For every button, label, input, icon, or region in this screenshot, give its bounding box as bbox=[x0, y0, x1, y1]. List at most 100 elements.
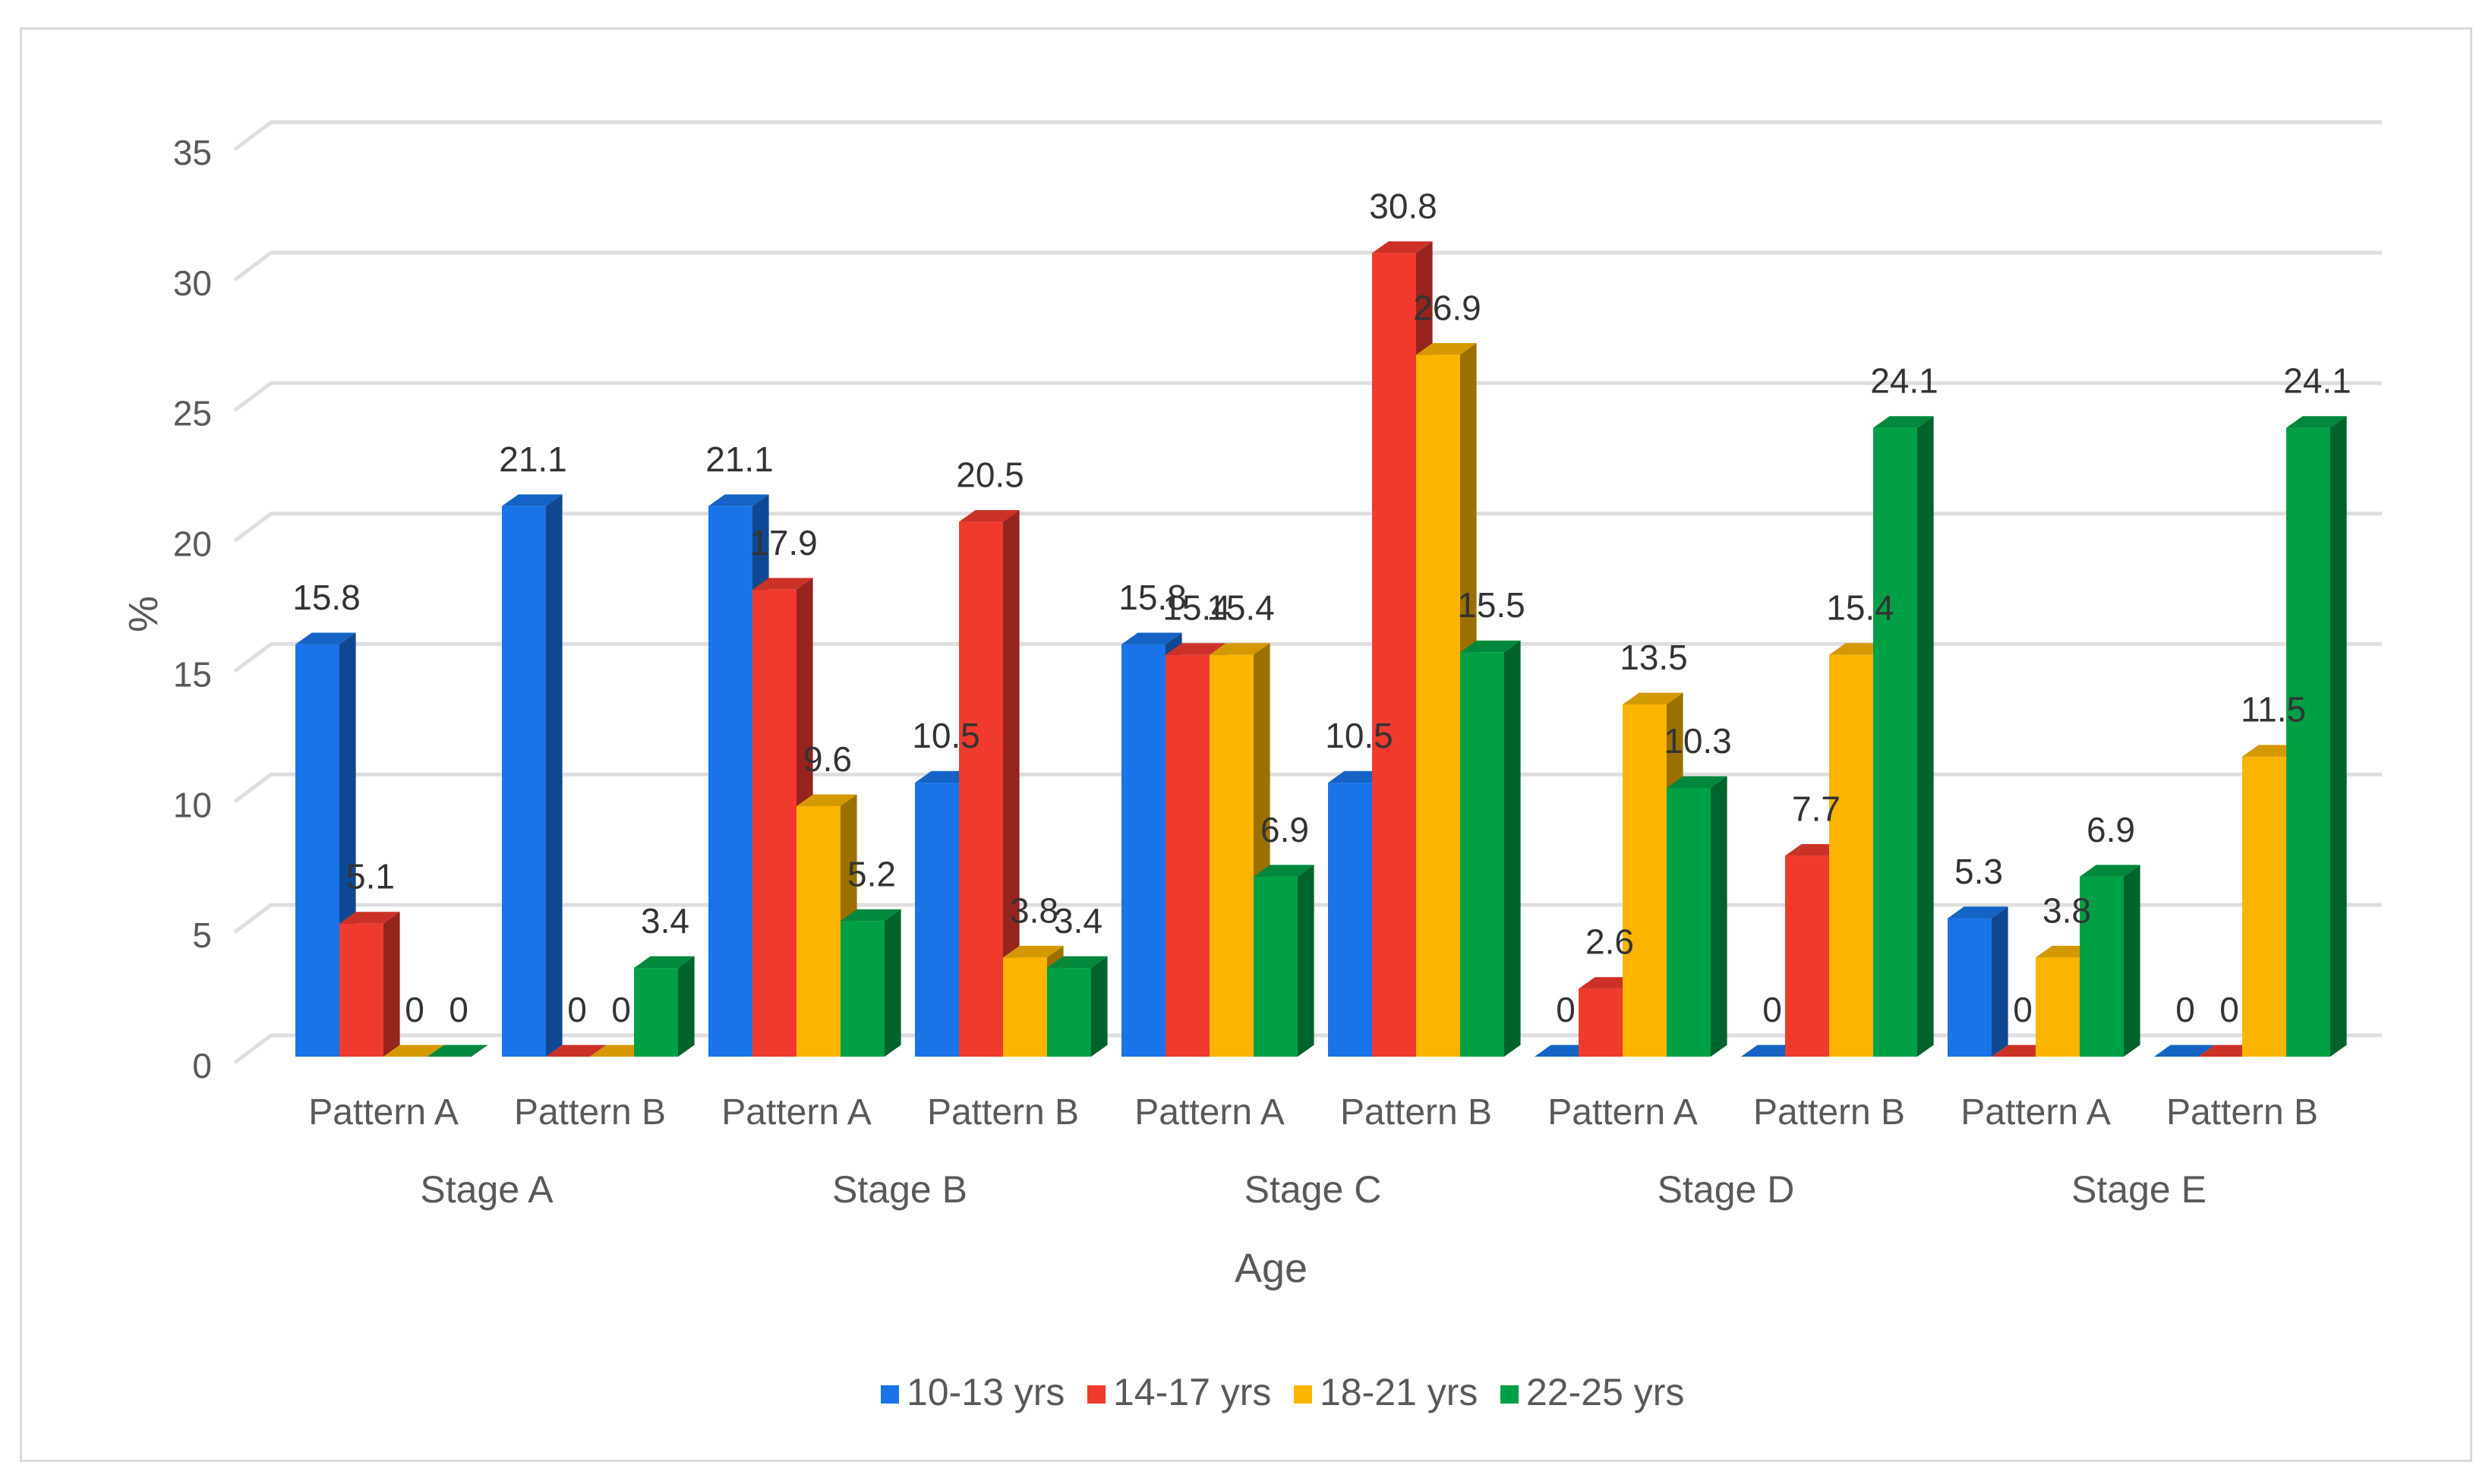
bar-top bbox=[1210, 643, 1270, 655]
legend-item: 18-21 yrs bbox=[1294, 1371, 1478, 1413]
data-label: 15.5 bbox=[1457, 585, 1525, 625]
x-category-label: Pattern A bbox=[1547, 1092, 1697, 1133]
legend-swatch bbox=[1500, 1385, 1519, 1404]
bar-side bbox=[2124, 865, 2140, 1057]
bar-side bbox=[1504, 640, 1521, 1057]
bar-side bbox=[1917, 416, 1934, 1057]
x-category-label: Pattern A bbox=[1960, 1092, 2110, 1133]
data-label: 0 bbox=[405, 990, 424, 1029]
bar-top bbox=[1948, 906, 2008, 918]
y-axis-title: % bbox=[121, 596, 166, 632]
bar bbox=[1667, 776, 1727, 1057]
x-category-label: Pattern B bbox=[2166, 1092, 2318, 1133]
bar-side bbox=[1711, 776, 1727, 1057]
bar-top bbox=[752, 578, 813, 590]
data-label: 24.1 bbox=[2283, 361, 2352, 401]
bar-front bbox=[1210, 654, 1254, 1057]
x-category-label: Pattern B bbox=[1340, 1092, 1492, 1133]
x-group-label: Stage D bbox=[1658, 1168, 1795, 1211]
bar-side bbox=[546, 494, 563, 1057]
x-category-label: Pattern B bbox=[927, 1092, 1079, 1133]
bar-top bbox=[1460, 640, 1521, 653]
bar-side bbox=[1992, 906, 2008, 1057]
data-label: 0 bbox=[2013, 990, 2033, 1029]
bar-front bbox=[708, 506, 752, 1057]
bar-top bbox=[1623, 692, 1683, 704]
x-category-label: Pattern A bbox=[1134, 1092, 1284, 1133]
data-labels: 15.85.10 021.10 03.421.117.99.65.210.520.5… bbox=[292, 186, 2352, 1029]
bar-top bbox=[1254, 865, 1314, 877]
bar-front bbox=[1948, 918, 1992, 1057]
bar-top bbox=[634, 956, 695, 969]
bar bbox=[546, 1044, 607, 1057]
y-tick-label: 5 bbox=[192, 915, 212, 955]
bar-top bbox=[1416, 343, 1477, 355]
bar-front bbox=[295, 644, 339, 1057]
data-label: 6.9 bbox=[1260, 810, 1309, 849]
bar-side bbox=[2330, 416, 2347, 1057]
bar bbox=[383, 1044, 444, 1057]
data-label: 9.6 bbox=[803, 739, 852, 779]
bars bbox=[295, 241, 2347, 1057]
bar-top bbox=[1003, 945, 1064, 958]
legend-label: 14-17 yrs bbox=[1113, 1371, 1271, 1413]
legend-item: 14-17 yrs bbox=[1087, 1371, 1271, 1413]
bar-front bbox=[915, 783, 959, 1057]
bar-top bbox=[1047, 956, 1108, 969]
y-tick-label: 30 bbox=[173, 263, 212, 303]
bar-side bbox=[885, 909, 901, 1057]
bar-front bbox=[1460, 652, 1504, 1057]
bar bbox=[1948, 906, 2008, 1057]
bar-top bbox=[1166, 643, 1226, 655]
data-label: 10.3 bbox=[1664, 721, 1732, 761]
data-label: 24.1 bbox=[1870, 361, 1938, 401]
bar-top bbox=[502, 494, 563, 506]
data-label: 3.8 bbox=[1010, 890, 1058, 930]
gridlines bbox=[233, 120, 2382, 1064]
legend-swatch bbox=[1294, 1385, 1312, 1404]
legend-item: 10-13 yrs bbox=[881, 1371, 1065, 1413]
gridline bbox=[233, 250, 2382, 282]
bar-front bbox=[1328, 783, 1372, 1057]
bar-top bbox=[796, 794, 857, 807]
bar-front bbox=[1003, 957, 1047, 1057]
data-label: 20.5 bbox=[956, 455, 1024, 494]
y-axis-ticks: 0 5 10 15 20 25 30 35 bbox=[173, 133, 212, 1085]
legend-label: 18-21 yrs bbox=[1320, 1371, 1478, 1413]
data-label: 0 bbox=[2219, 990, 2239, 1029]
y-tick-label: 35 bbox=[173, 133, 212, 172]
data-label: 15.8 bbox=[1118, 578, 1187, 617]
bar-top bbox=[1372, 241, 1433, 254]
x-axis-title: Age bbox=[1235, 1246, 1308, 1291]
legend: 10-13 yrs 14-17 yrs 18-21 yrs 22-25 yrs bbox=[881, 1371, 1684, 1413]
bar-side bbox=[383, 912, 400, 1057]
bar-front bbox=[339, 923, 383, 1057]
data-label: 5.2 bbox=[847, 854, 896, 893]
y-tick-label: 20 bbox=[173, 525, 212, 564]
bar-front bbox=[796, 806, 841, 1057]
bar-top bbox=[841, 909, 901, 922]
bar-front bbox=[1047, 968, 1091, 1057]
bar bbox=[2080, 865, 2140, 1057]
gridline bbox=[233, 381, 2382, 412]
data-label: 15.4 bbox=[1162, 588, 1231, 628]
bar-front bbox=[1166, 654, 1210, 1057]
x-group-label: Stage C bbox=[1244, 1168, 1382, 1211]
y-tick-label: 15 bbox=[173, 654, 212, 694]
bar-side bbox=[1003, 509, 1020, 1057]
bar-front bbox=[1667, 787, 1711, 1057]
bar bbox=[427, 1044, 488, 1057]
x-axis-groups: Stage A Stage B Stage C Stage D Stage E bbox=[420, 1168, 2207, 1211]
bar-front bbox=[1785, 855, 1829, 1057]
gridline bbox=[233, 641, 2382, 673]
bar-front bbox=[2080, 876, 2124, 1057]
x-group-label: Stage E bbox=[2071, 1168, 2207, 1211]
data-label: 2.6 bbox=[1585, 922, 1634, 962]
data-label: 11.5 bbox=[2241, 690, 2306, 729]
bar bbox=[1047, 956, 1108, 1057]
bar-front bbox=[752, 589, 796, 1057]
legend-label: 10-13 yrs bbox=[907, 1371, 1065, 1413]
data-label: 15.4 bbox=[1826, 588, 1894, 628]
legend-swatch bbox=[1087, 1385, 1106, 1404]
data-label: 10.5 bbox=[1325, 716, 1393, 755]
